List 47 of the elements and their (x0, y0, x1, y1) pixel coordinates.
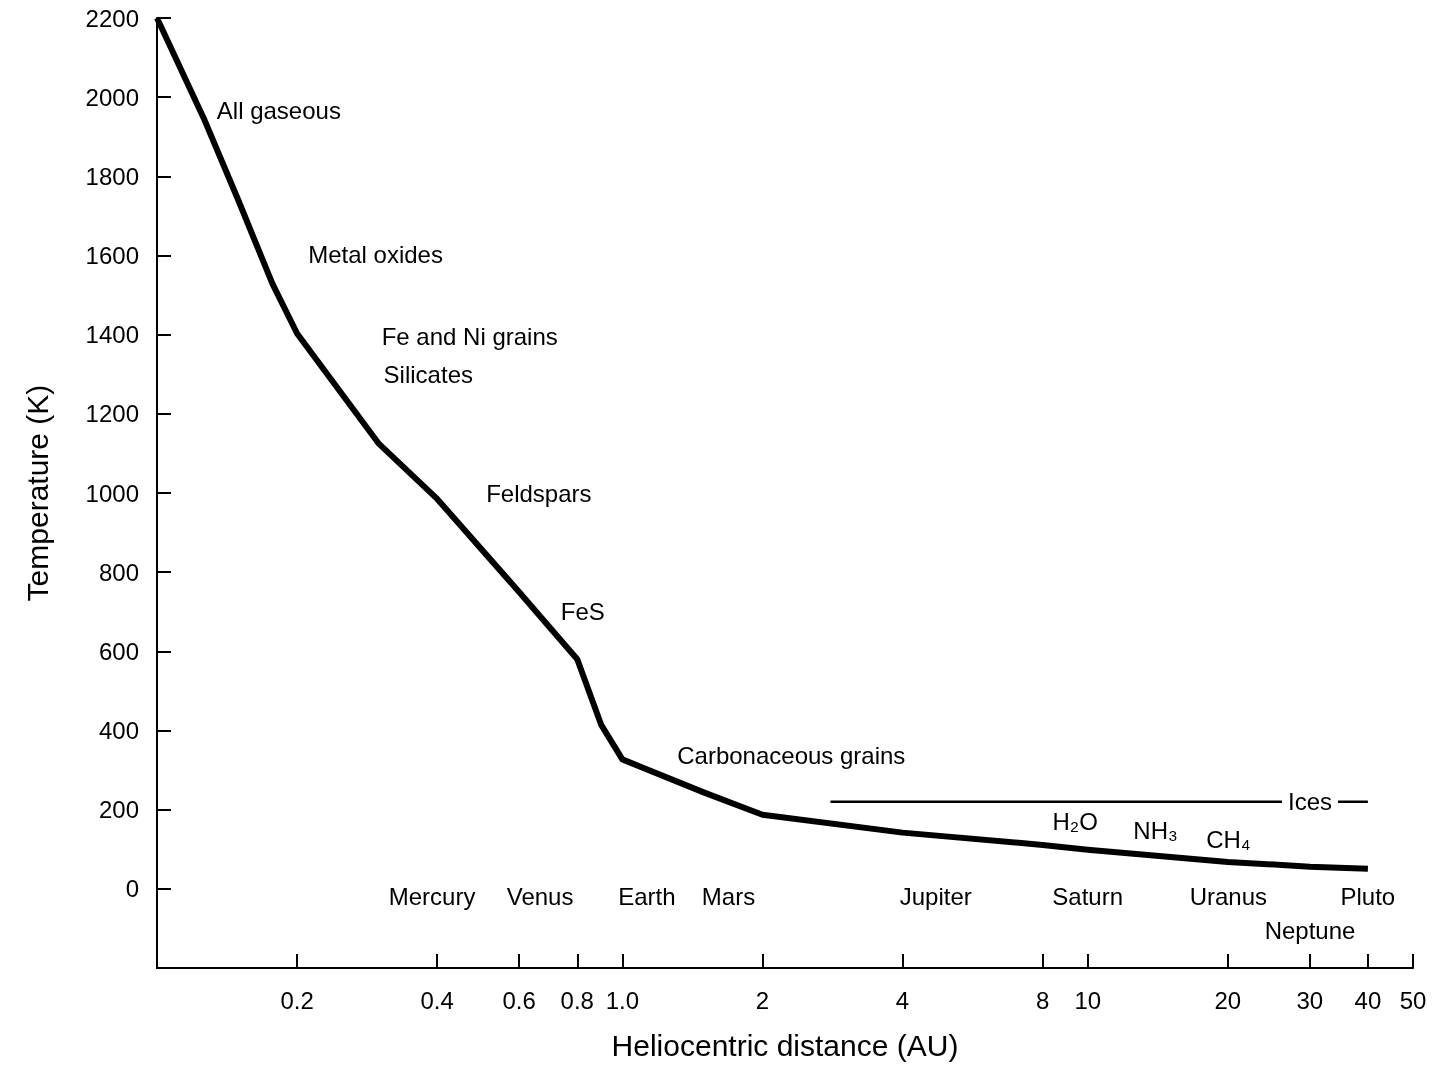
y-axis-title: Temperature (K) (20, 384, 54, 602)
x-tick-label: 0.8 (560, 986, 594, 1014)
y-tick-label: 1400 (85, 321, 139, 349)
annotation: Jupiter (899, 883, 972, 911)
y-tick-label: 2000 (85, 83, 139, 111)
y-tick-label: 2200 (85, 4, 139, 32)
x-tick-label: 20 (1214, 986, 1242, 1014)
annotation: Carbonaceous grains (677, 741, 906, 769)
y-tick-label: 400 (98, 717, 139, 744)
annotation: Mars (701, 883, 756, 911)
y-tick-label: 1200 (85, 400, 139, 428)
annotation: Silicates (383, 360, 473, 388)
annotation: Feldspars (486, 479, 592, 507)
annotation: All gaseous (216, 96, 341, 124)
x-axis-title: Heliocentric distance (AU) (611, 1028, 959, 1062)
annotation: H₂O (1052, 808, 1098, 836)
annotation: Mercury (388, 883, 476, 911)
x-tick-label: 1.0 (605, 986, 640, 1014)
x-tick-label: 0.2 (280, 986, 314, 1014)
y-tick-label: 1800 (85, 162, 139, 190)
x-tick-label: 0.4 (420, 986, 454, 1014)
x-tick-label: 30 (1296, 986, 1324, 1014)
annotation: Ices (1288, 788, 1333, 816)
annotation: FeS (560, 598, 605, 626)
annotation: CH₄ (1206, 826, 1251, 854)
annotation: Uranus (1189, 883, 1268, 911)
x-tick-label: 4 (895, 986, 910, 1014)
annotation: Saturn (1052, 883, 1124, 911)
y-tick-label: 800 (98, 558, 139, 586)
y-tick-label: 1600 (85, 242, 139, 269)
y-tick-label: 0 (125, 875, 139, 903)
y-tick-label: 1000 (85, 479, 139, 507)
y-tick-label: 200 (98, 796, 139, 824)
x-tick-label: 50 (1399, 986, 1427, 1014)
x-tick-label: 10 (1074, 986, 1102, 1014)
x-tick-label: 40 (1354, 986, 1382, 1014)
x-tick-label: 2 (755, 986, 770, 1014)
x-tick-label: 0.6 (502, 986, 536, 1014)
annotation: Earth (618, 883, 676, 911)
annotation: Neptune (1264, 916, 1356, 944)
annotation: Metal oxides (308, 241, 443, 269)
annotation: Venus (506, 883, 574, 911)
annotation: Fe and Ni grains (381, 322, 558, 350)
x-tick-label: 8 (1035, 986, 1050, 1014)
annotation: NH₃ (1133, 816, 1178, 844)
y-tick-label: 600 (98, 637, 139, 665)
annotation: Pluto (1340, 883, 1396, 911)
